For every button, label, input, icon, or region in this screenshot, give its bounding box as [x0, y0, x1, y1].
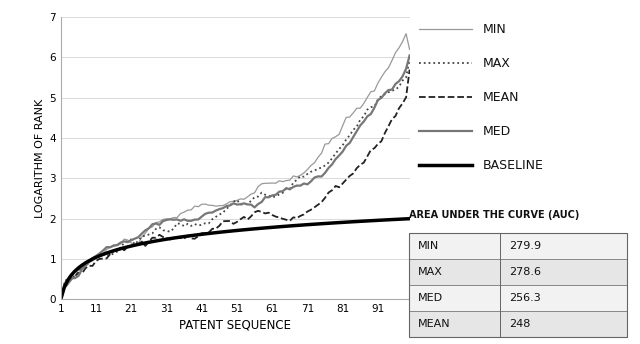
- Line: MIN: MIN: [61, 34, 410, 299]
- BASELINE: [124, 245, 132, 249]
- MEAN: [237, 217, 244, 221]
- Bar: [409, 259, 500, 285]
- X-axis label: PATENT SEQUENCE: PATENT SEQUENCE: [179, 318, 291, 331]
- MED: [265, 195, 273, 200]
- MIN: [138, 235, 146, 239]
- MAX: [265, 194, 273, 198]
- MEAN: [57, 297, 65, 301]
- MEAN: [378, 139, 385, 143]
- MEAN: [124, 245, 132, 249]
- Bar: [409, 233, 500, 259]
- MED: [378, 96, 385, 100]
- Text: 278.6: 278.6: [509, 267, 541, 277]
- Line: MED: MED: [61, 55, 410, 299]
- MED: [406, 53, 413, 57]
- MAX: [237, 202, 244, 206]
- MIN: [237, 197, 244, 201]
- MIN: [124, 238, 132, 242]
- Bar: [409, 285, 500, 311]
- MIN: [378, 75, 385, 79]
- MAX: [57, 297, 65, 301]
- MED: [124, 240, 132, 244]
- MAX: [406, 57, 413, 62]
- MAX: [388, 89, 396, 93]
- MEAN: [138, 239, 146, 244]
- Line: MEAN: MEAN: [61, 69, 410, 299]
- Bar: [409, 311, 500, 337]
- Text: MED: MED: [418, 293, 443, 303]
- BASELINE: [265, 226, 273, 230]
- BASELINE: [406, 217, 413, 221]
- MAX: [378, 94, 385, 98]
- MAX: [138, 235, 146, 239]
- Bar: [500, 311, 627, 337]
- MED: [388, 88, 396, 92]
- MIN: [402, 32, 410, 36]
- MIN: [265, 181, 273, 185]
- BASELINE: [378, 218, 385, 222]
- BASELINE: [57, 297, 65, 301]
- MEAN: [406, 67, 413, 72]
- BASELINE: [388, 217, 396, 222]
- Bar: [500, 233, 627, 259]
- MED: [138, 232, 146, 236]
- Text: MEAN: MEAN: [418, 319, 451, 329]
- Text: AREA UNDER THE CURVE (AUC): AREA UNDER THE CURVE (AUC): [409, 210, 579, 220]
- Text: 248: 248: [509, 319, 530, 329]
- Bar: [500, 285, 627, 311]
- Text: MAX: MAX: [418, 267, 443, 277]
- MED: [57, 297, 65, 301]
- MEAN: [265, 211, 273, 215]
- MED: [237, 202, 244, 206]
- BASELINE: [138, 241, 146, 246]
- MIN: [388, 58, 396, 63]
- Text: MIN: MIN: [418, 240, 439, 251]
- MIN: [406, 47, 413, 52]
- Bar: [500, 259, 627, 285]
- Text: 279.9: 279.9: [509, 240, 541, 251]
- MEAN: [388, 117, 396, 121]
- Text: 256.3: 256.3: [509, 293, 540, 303]
- Text: MED: MED: [483, 125, 511, 138]
- MIN: [57, 297, 65, 301]
- Text: MAX: MAX: [483, 57, 511, 70]
- Line: BASELINE: BASELINE: [61, 219, 410, 299]
- Text: MIN: MIN: [483, 23, 506, 36]
- Line: MAX: MAX: [61, 60, 410, 299]
- Text: MEAN: MEAN: [483, 91, 519, 104]
- Bar: [409, 233, 627, 337]
- BASELINE: [237, 228, 244, 232]
- MAX: [124, 239, 132, 243]
- Y-axis label: LOGARITHM OF RANK: LOGARITHM OF RANK: [35, 99, 45, 218]
- Text: BASELINE: BASELINE: [483, 159, 543, 172]
